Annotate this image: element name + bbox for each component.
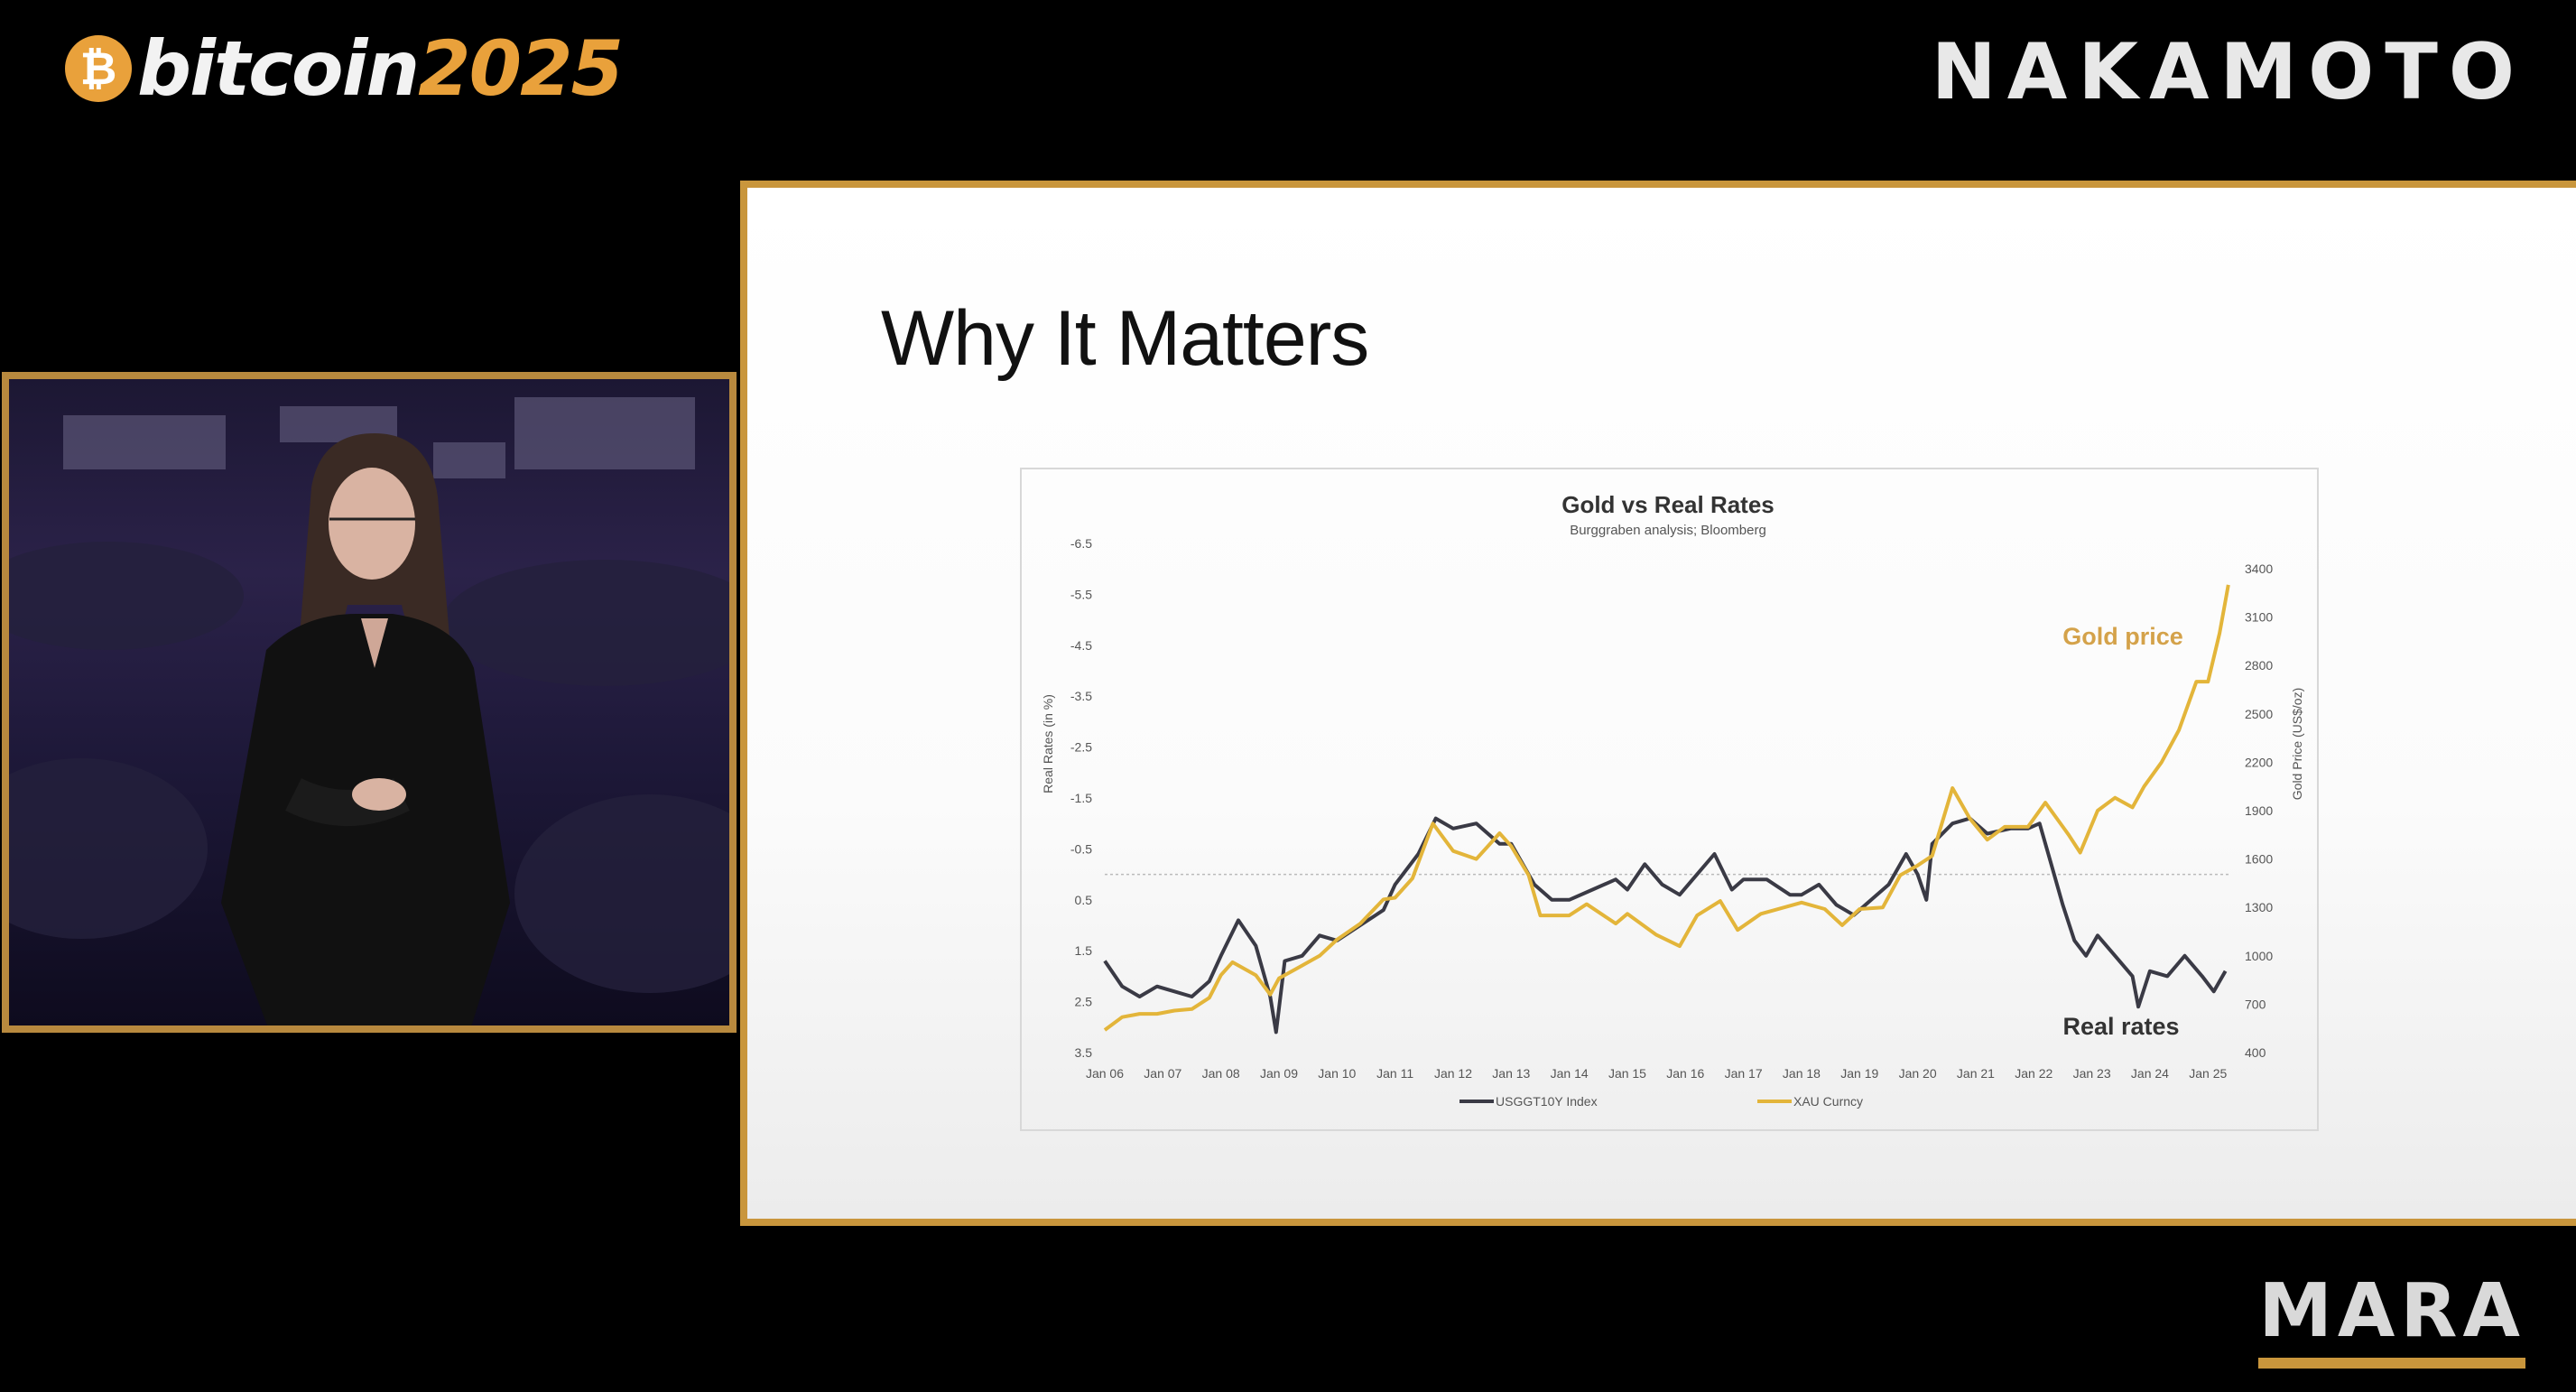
- legend-label: USGGT10Y Index: [1496, 1094, 1598, 1109]
- sponsor-logo-top: NAKAMOTO: [1931, 27, 2525, 117]
- event-logo: ₿ bitcoin 2025: [65, 23, 624, 114]
- x-tick-label: Jan 18: [1783, 1066, 1821, 1081]
- y-right-tick-label: 2800: [2245, 658, 2273, 673]
- y-right-tick-label: 2200: [2245, 755, 2273, 769]
- series-line-usggt10y-index: [1103, 816, 2228, 1035]
- gold-vs-real-rates-chart: Gold vs Real Rates Burggraben analysis; B…: [1041, 491, 2304, 1109]
- presentation-slide: Why It Matters Gold vs Real Rates Burggra…: [740, 181, 2576, 1226]
- sponsor-logo-bottom: MARA: [2258, 1275, 2525, 1369]
- y-left-tick-label: 3.5: [1075, 1045, 1093, 1060]
- chart-title: Gold vs Real Rates: [1561, 491, 1774, 518]
- annotation-real-rates: Real rates: [2062, 1013, 2179, 1040]
- y-right-tick-label: 1600: [2245, 852, 2273, 867]
- x-tick-label: Jan 25: [2189, 1066, 2227, 1081]
- chart-subtitle: Burggraben analysis; Bloomberg: [1570, 523, 1766, 538]
- bitcoin-coin-icon: ₿: [65, 35, 132, 102]
- y-left-tick-label: -5.5: [1070, 587, 1092, 601]
- legend-label: XAU Curncy: [1793, 1094, 1863, 1109]
- event-logo-year: 2025: [418, 24, 624, 113]
- x-tick-label: Jan 16: [1666, 1066, 1704, 1081]
- x-tick-label: Jan 08: [1202, 1066, 1240, 1081]
- chart-panel: Gold vs Real Rates Burggraben analysis; B…: [1020, 468, 2319, 1131]
- slide-title: Why It Matters: [881, 295, 1369, 382]
- x-tick-label: Jan 22: [2015, 1066, 2052, 1081]
- x-tick-label: Jan 10: [1318, 1066, 1356, 1081]
- annotation-gold-price: Gold price: [2062, 623, 2183, 650]
- x-tick-label: Jan 20: [1899, 1066, 1937, 1081]
- x-tick-label: Jan 23: [2073, 1066, 2111, 1081]
- series-line-xau-curncy: [1103, 584, 2230, 1032]
- x-tick-label: Jan 21: [1957, 1066, 1995, 1081]
- y-left-tick-label: 0.5: [1075, 893, 1093, 907]
- y-left-tick-label: 1.5: [1075, 943, 1093, 958]
- y-right-tick-label: 2500: [2245, 707, 2273, 721]
- y-right-tick-label: 1900: [2245, 803, 2273, 818]
- x-tick-label: Jan 06: [1086, 1066, 1124, 1081]
- x-tick-label: Jan 19: [1840, 1066, 1878, 1081]
- speaker-video: [2, 372, 737, 1033]
- y-left-axis-label: Real Rates (in %): [1041, 694, 1055, 793]
- y-right-tick-label: 700: [2245, 997, 2266, 1011]
- y-left-tick-label: -2.5: [1070, 740, 1092, 755]
- x-tick-label: Jan 07: [1144, 1066, 1181, 1081]
- y-right-axis-label: Gold Price (US$/oz): [2290, 688, 2304, 800]
- speaker-figure: [221, 433, 510, 1025]
- x-tick-label: Jan 14: [1551, 1066, 1589, 1081]
- y-right-tick-label: 400: [2245, 1045, 2266, 1060]
- y-left-tick-label: 2.5: [1075, 995, 1093, 1009]
- y-right-tick-label: 3100: [2245, 610, 2273, 625]
- y-left-tick-label: -4.5: [1070, 638, 1092, 653]
- x-tick-label: Jan 13: [1492, 1066, 1530, 1081]
- y-right-tick-label: 1300: [2245, 900, 2273, 914]
- x-tick-label: Jan 15: [1608, 1066, 1646, 1081]
- event-logo-word: bitcoin: [137, 24, 420, 113]
- x-tick-label: Jan 11: [1376, 1066, 1413, 1081]
- x-tick-label: Jan 17: [1725, 1066, 1763, 1081]
- y-left-tick-label: -6.5: [1070, 536, 1092, 551]
- y-left-tick-label: -0.5: [1070, 841, 1092, 856]
- y-left-tick-label: -1.5: [1070, 791, 1092, 805]
- x-tick-label: Jan 12: [1434, 1066, 1472, 1081]
- y-right-tick-label: 1000: [2245, 949, 2273, 963]
- y-right-tick-label: 3400: [2245, 561, 2273, 576]
- x-tick-label: Jan 09: [1260, 1066, 1298, 1081]
- y-left-tick-label: -3.5: [1070, 689, 1092, 703]
- x-tick-label: Jan 24: [2131, 1066, 2169, 1081]
